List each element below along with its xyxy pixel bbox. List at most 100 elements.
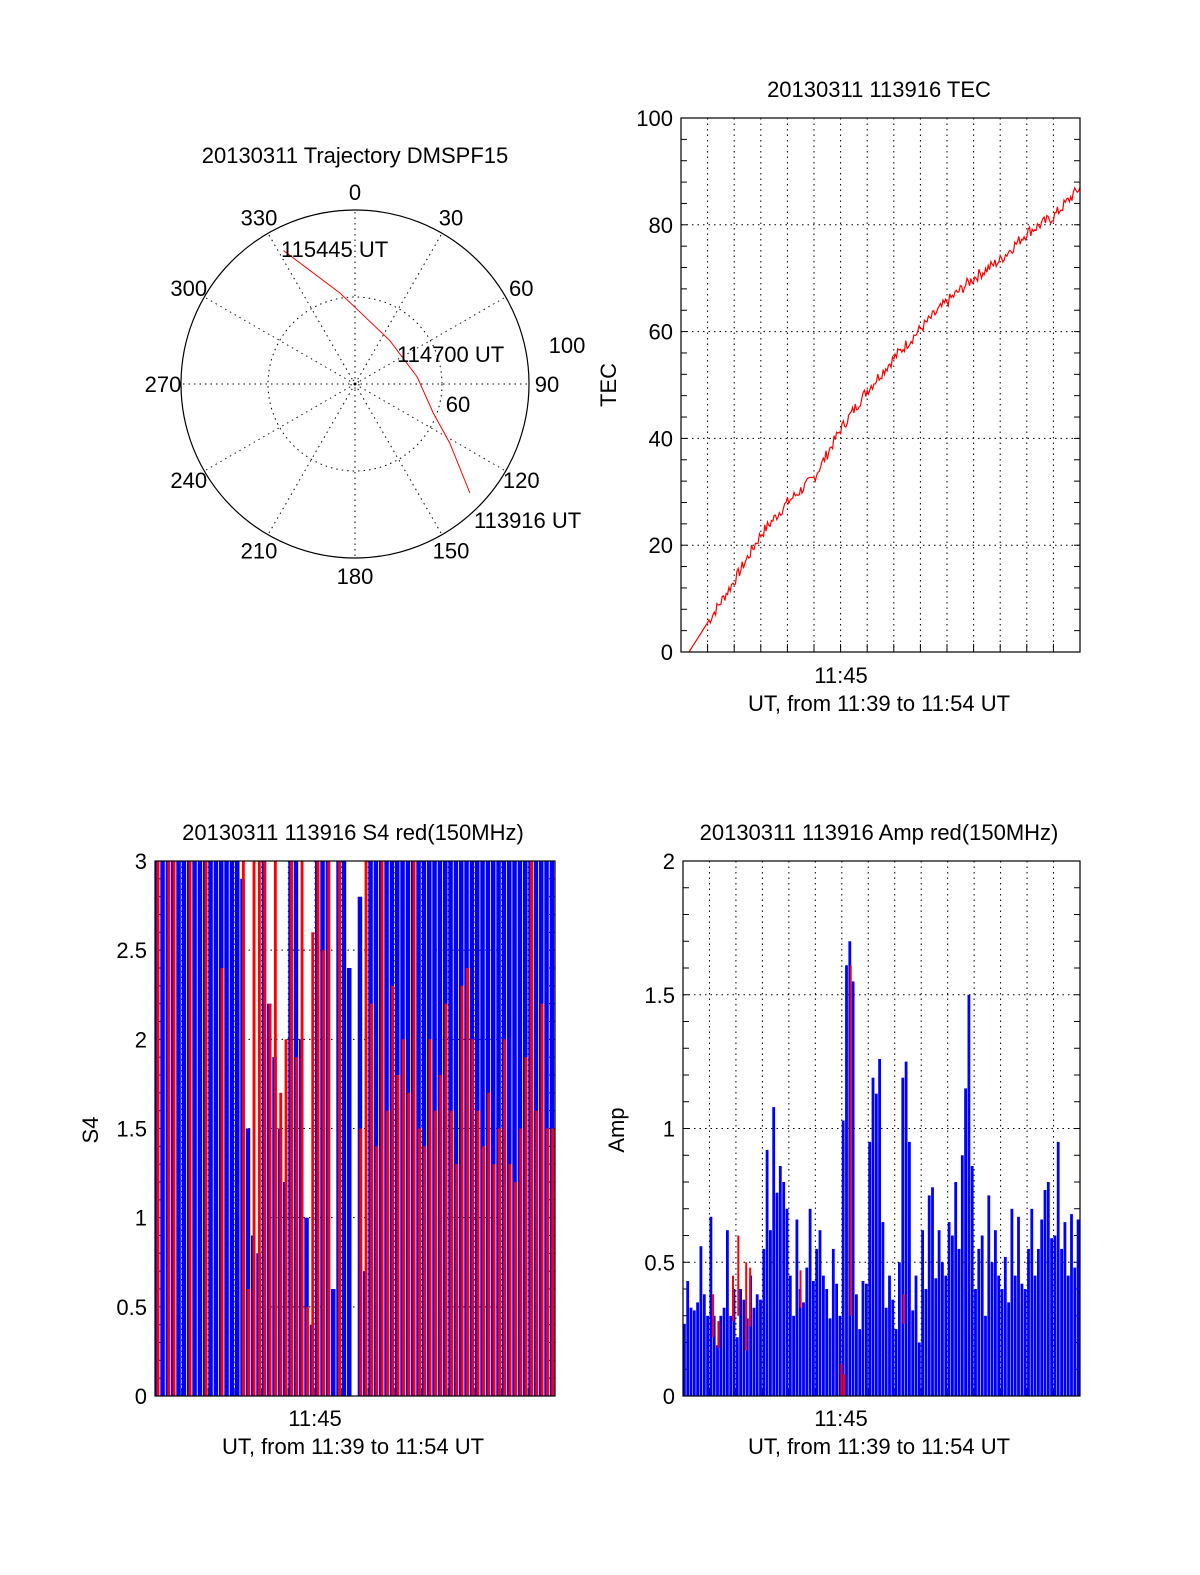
amp-blue-bar xyxy=(898,1262,901,1397)
polar-angle-label: 240 xyxy=(170,468,207,493)
amp-ytick-label: 0 xyxy=(663,1384,675,1409)
amp-blue-bar xyxy=(719,1315,723,1397)
polar-angle-label: 120 xyxy=(503,468,540,493)
s4-blue-bar xyxy=(453,861,459,1396)
amp-blue-bar xyxy=(795,1219,799,1396)
amp-blue-bar xyxy=(745,1318,749,1396)
s4-red-bar xyxy=(337,861,341,1396)
tec-frame xyxy=(680,117,1081,653)
tec-xtick-1145: 11:45 xyxy=(814,663,867,688)
amp-blue-bar xyxy=(689,1307,693,1396)
amp-blue-bar xyxy=(712,1315,716,1397)
amp-red-segment xyxy=(849,965,852,1316)
s4-plot: 20130311 113916 S4 red(150MHz) 0 0.5 1 1.5 2… xyxy=(78,820,556,1459)
polar-spoke xyxy=(267,383,356,535)
s4-red-bar xyxy=(460,985,464,1396)
amp-blue-bar xyxy=(855,1294,858,1396)
radius-label-100: 100 xyxy=(549,333,586,358)
amp-blue-bar xyxy=(699,1246,703,1396)
s4-red-bar xyxy=(172,861,176,1396)
s4-red-bar xyxy=(204,861,208,1396)
amp-blue-bar xyxy=(888,1275,891,1396)
amp-blue-bar xyxy=(798,1289,802,1396)
amp-blue-bar xyxy=(841,1120,845,1396)
amp-blue-bar xyxy=(1043,1190,1047,1396)
s4-red-bar xyxy=(476,1110,480,1396)
amp-ytick-label: 2 xyxy=(663,849,675,874)
amp-blue-bar xyxy=(1010,1208,1014,1397)
amp-title: 20130311 113916 Amp red(150MHz) xyxy=(700,820,1059,845)
amp-blue-bar xyxy=(769,1230,772,1396)
amp-blue-bar xyxy=(871,1077,875,1396)
amp-blue-bar xyxy=(762,1248,766,1396)
s4-blue-bar xyxy=(507,861,512,1396)
amp-blue-bar xyxy=(1050,1238,1053,1396)
amp-blue-bar xyxy=(755,1294,759,1396)
s4-blue-bar xyxy=(192,861,197,1396)
s4-red-bar xyxy=(407,1092,411,1396)
s4-blue-bar xyxy=(512,861,517,1396)
s4-ytick-label: 0.5 xyxy=(116,1295,147,1320)
s4-red-bar xyxy=(439,1075,443,1396)
amp-blue-bar xyxy=(845,965,848,1396)
amp-blue-bar xyxy=(729,1315,733,1397)
amp-red-segment xyxy=(745,1262,748,1351)
amp-blue-bar xyxy=(951,1235,954,1396)
s4-red-bar xyxy=(481,1146,485,1396)
s4-red-bar xyxy=(220,968,224,1396)
polar-angle-label: 60 xyxy=(509,276,533,301)
annotation-start-time: 113916 UT xyxy=(474,508,581,533)
s4-red-bar xyxy=(401,1039,405,1396)
polar-angle-label: 300 xyxy=(170,276,207,301)
s4-red-bar xyxy=(519,1128,523,1396)
s4-blue-bar xyxy=(208,861,213,1396)
s4-red-bar xyxy=(487,1092,491,1396)
amp-blue-bar xyxy=(785,1208,789,1397)
s4-red-bar xyxy=(492,1164,496,1396)
amp-blue-bar xyxy=(970,1166,974,1396)
tec-plot-area: 0 20 40 60 80 100 xyxy=(636,106,1081,665)
s4-red-bar xyxy=(455,1164,459,1396)
amp-blue-bar xyxy=(692,1310,696,1396)
polar-title: 20130311 Trajectory DMSPF15 xyxy=(202,143,509,168)
s4-frame xyxy=(154,860,556,1397)
amp-blue-bar xyxy=(984,1315,987,1397)
s4-red-bar xyxy=(513,1182,517,1396)
amp-blue-bar xyxy=(802,1302,805,1396)
tec-ytick-label: 0 xyxy=(661,640,673,665)
s4-red-bar xyxy=(252,861,256,1396)
amp-blue-bar xyxy=(683,1323,686,1396)
s4-blue-bar xyxy=(197,861,203,1396)
amp-blue-bar xyxy=(838,1315,842,1397)
amp-blue-bar xyxy=(1053,1235,1057,1396)
amp-blue-bar xyxy=(1070,1214,1073,1396)
amp-blue-bar xyxy=(944,1275,948,1396)
s4-red-bar xyxy=(497,1128,501,1396)
s4-red-bar xyxy=(540,1003,544,1396)
polar-spoke xyxy=(354,233,443,385)
trajectory-line xyxy=(283,250,471,494)
amp-red-segment xyxy=(712,1294,715,1338)
amp-blue-bar xyxy=(934,1278,938,1396)
s4-red-bar xyxy=(321,950,325,1396)
amp-blue-bar xyxy=(815,1248,819,1396)
s4-blue-bar xyxy=(213,861,219,1396)
amp-blue-bar xyxy=(1040,1219,1044,1396)
s4-ytick-label: 2 xyxy=(135,1027,147,1052)
polar-angle-label: 270 xyxy=(145,372,182,397)
s4-blue-bar xyxy=(224,861,229,1396)
s4-red-bar xyxy=(503,1039,507,1396)
s4-plot-area: 0 0.5 1 1.5 2 2.5 3 xyxy=(116,849,556,1409)
amp-blue-bar xyxy=(1023,1289,1027,1396)
s4-red-bar xyxy=(391,985,395,1396)
s4-ytick-label: 1 xyxy=(135,1206,147,1231)
s4-red-bar xyxy=(471,1039,475,1396)
s4-red-bar xyxy=(423,1146,427,1396)
s4-red-bar xyxy=(156,861,160,1396)
s4-red-bar xyxy=(263,861,267,1396)
s4-red-bar xyxy=(412,861,416,1396)
amp-blue-bar xyxy=(974,1289,977,1396)
polar-angle-labels: 0 30 60 90 120 150 180 210 240 270 300 330 xyxy=(145,180,560,589)
annotation-end-time: 115445 UT xyxy=(281,237,388,262)
tec-ylabel: TEC xyxy=(596,363,621,407)
